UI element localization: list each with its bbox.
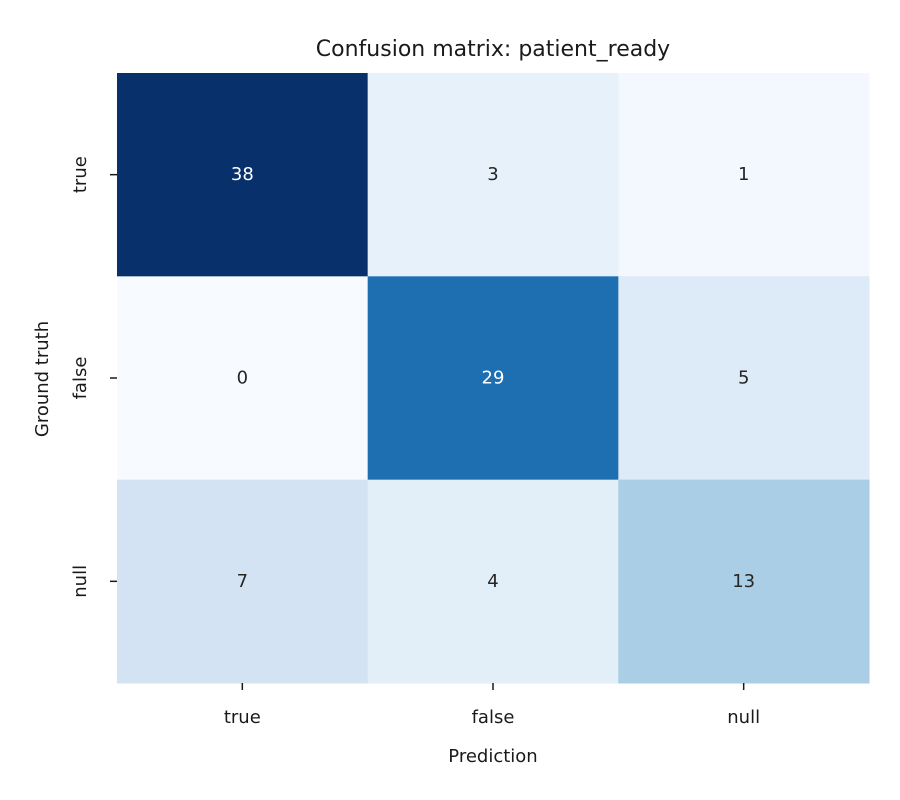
- heatmap-cell-2-0: [117, 479, 369, 684]
- cell-value-label-0-1: 3: [487, 164, 498, 185]
- x-axis-label: Prediction: [448, 746, 537, 767]
- cell-value-label-1-1: 29: [482, 368, 505, 389]
- chart-title: Confusion matrix: patient_ready: [316, 37, 670, 62]
- x-tick-label-2: null: [727, 707, 760, 728]
- cell-value-label-0-0: 38: [231, 164, 254, 185]
- axis-ticks: true false null true false null: [70, 156, 760, 728]
- x-tick-label-0: true: [224, 707, 261, 728]
- cell-value-label-2-0: 7: [237, 571, 248, 592]
- heatmap-cells: 38 3 1 0 29 5 7 4 13: [117, 73, 870, 684]
- cell-value-label-1-2: 5: [738, 368, 749, 389]
- heatmap-cell-1-1: [367, 276, 619, 481]
- heatmap-cell-1-2: [618, 276, 870, 481]
- y-tick-label-1: false: [70, 357, 91, 400]
- heatmap-cell-2-2: [618, 479, 870, 684]
- cell-value-label-2-1: 4: [487, 571, 498, 592]
- cell-value-label-2-2: 13: [732, 571, 755, 592]
- heatmap-cell-0-2: [618, 73, 870, 277]
- cell-value-label-1-0: 0: [237, 368, 248, 389]
- heatmap-cell-1-0: [117, 276, 369, 481]
- y-tick-label-0: true: [70, 156, 91, 193]
- cell-value-label-0-2: 1: [738, 164, 749, 185]
- heatmap-cell-2-1: [367, 479, 619, 684]
- heatmap-cell-0-0: [117, 73, 369, 277]
- x-tick-label-1: false: [472, 707, 515, 728]
- y-tick-label-2: null: [70, 565, 91, 598]
- y-axis-label: Ground truth: [32, 321, 53, 437]
- heatmap-cell-0-1: [367, 73, 619, 277]
